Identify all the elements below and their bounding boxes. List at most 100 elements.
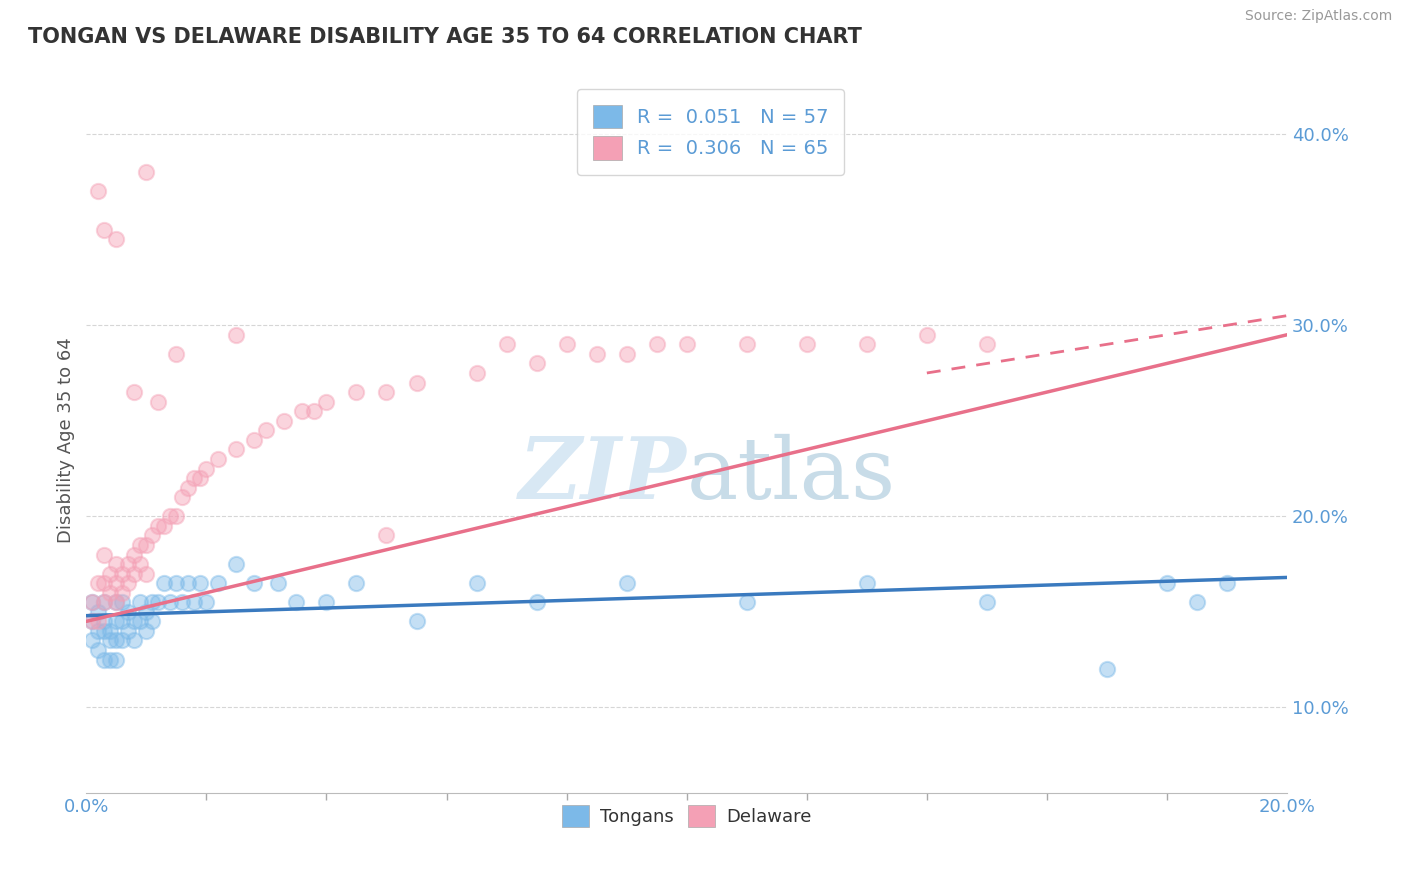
Point [616, 576, 638, 591]
Point [254, 423, 277, 437]
Point [291, 404, 314, 418]
Point [1156, 576, 1178, 591]
Point [98, 624, 121, 638]
Point [87, 624, 110, 638]
Point [124, 548, 146, 562]
Point [141, 595, 163, 609]
Point [183, 471, 205, 485]
Point [98, 585, 121, 599]
Point [82, 615, 104, 629]
Point [82, 595, 104, 609]
Point [135, 566, 157, 581]
Point [243, 433, 266, 447]
Point [82, 633, 104, 648]
Point [124, 566, 146, 581]
Point [148, 595, 170, 609]
Point [111, 615, 134, 629]
Point [105, 615, 128, 629]
Point [82, 615, 104, 629]
Point [225, 442, 247, 457]
Text: ZIP: ZIP [519, 434, 686, 517]
Point [141, 615, 163, 629]
Point [225, 557, 247, 571]
Point [207, 452, 229, 467]
Point [87, 643, 110, 657]
Point [165, 576, 187, 591]
Point [117, 624, 139, 638]
Point [87, 605, 110, 619]
Point [405, 615, 427, 629]
Point [159, 595, 181, 609]
Point [976, 337, 998, 351]
Point [93, 222, 115, 236]
Point [111, 566, 134, 581]
Point [183, 595, 205, 609]
Point [93, 595, 115, 609]
Point [87, 576, 110, 591]
Point [135, 165, 157, 179]
Point [172, 595, 194, 609]
Point [856, 576, 879, 591]
Point [159, 509, 181, 524]
Point [153, 576, 176, 591]
Point [105, 576, 128, 591]
Point [93, 576, 115, 591]
Point [915, 327, 938, 342]
Point [93, 595, 115, 609]
Point [856, 337, 879, 351]
Point [117, 576, 139, 591]
Point [129, 557, 152, 571]
Point [105, 232, 128, 246]
Point [190, 471, 212, 485]
Point [585, 347, 607, 361]
Point [165, 347, 187, 361]
Point [285, 595, 308, 609]
Point [346, 385, 368, 400]
Text: atlas: atlas [686, 434, 896, 516]
Point [645, 337, 668, 351]
Point [735, 595, 758, 609]
Point [195, 595, 218, 609]
Point [207, 576, 229, 591]
Point [111, 633, 134, 648]
Point [346, 576, 368, 591]
Point [267, 576, 290, 591]
Point [465, 576, 488, 591]
Point [465, 366, 488, 380]
Point [1095, 662, 1118, 676]
Point [129, 595, 152, 609]
Point [976, 595, 998, 609]
Point [172, 490, 194, 504]
Point [124, 615, 146, 629]
Point [1216, 576, 1239, 591]
Point [153, 519, 176, 533]
Point [111, 585, 134, 599]
Point [105, 633, 128, 648]
Point [105, 595, 128, 609]
Text: Source: ZipAtlas.com: Source: ZipAtlas.com [1244, 9, 1392, 23]
Point [87, 615, 110, 629]
Point [105, 557, 128, 571]
Point [495, 337, 517, 351]
Y-axis label: Disability Age 35 to 64: Disability Age 35 to 64 [58, 337, 75, 542]
Point [555, 337, 578, 351]
Point [735, 337, 758, 351]
Point [796, 337, 818, 351]
Point [195, 461, 218, 475]
Point [526, 356, 548, 370]
Point [117, 605, 139, 619]
Point [82, 595, 104, 609]
Point [105, 595, 128, 609]
Point [315, 595, 337, 609]
Point [93, 624, 115, 638]
Point [405, 376, 427, 390]
Point [273, 414, 295, 428]
Point [675, 337, 697, 351]
Text: TONGAN VS DELAWARE DISABILITY AGE 35 TO 64 CORRELATION CHART: TONGAN VS DELAWARE DISABILITY AGE 35 TO … [28, 27, 862, 46]
Point [375, 528, 398, 542]
Point [98, 652, 121, 666]
Point [135, 605, 157, 619]
Point [616, 347, 638, 361]
Point [177, 481, 200, 495]
Point [87, 185, 110, 199]
